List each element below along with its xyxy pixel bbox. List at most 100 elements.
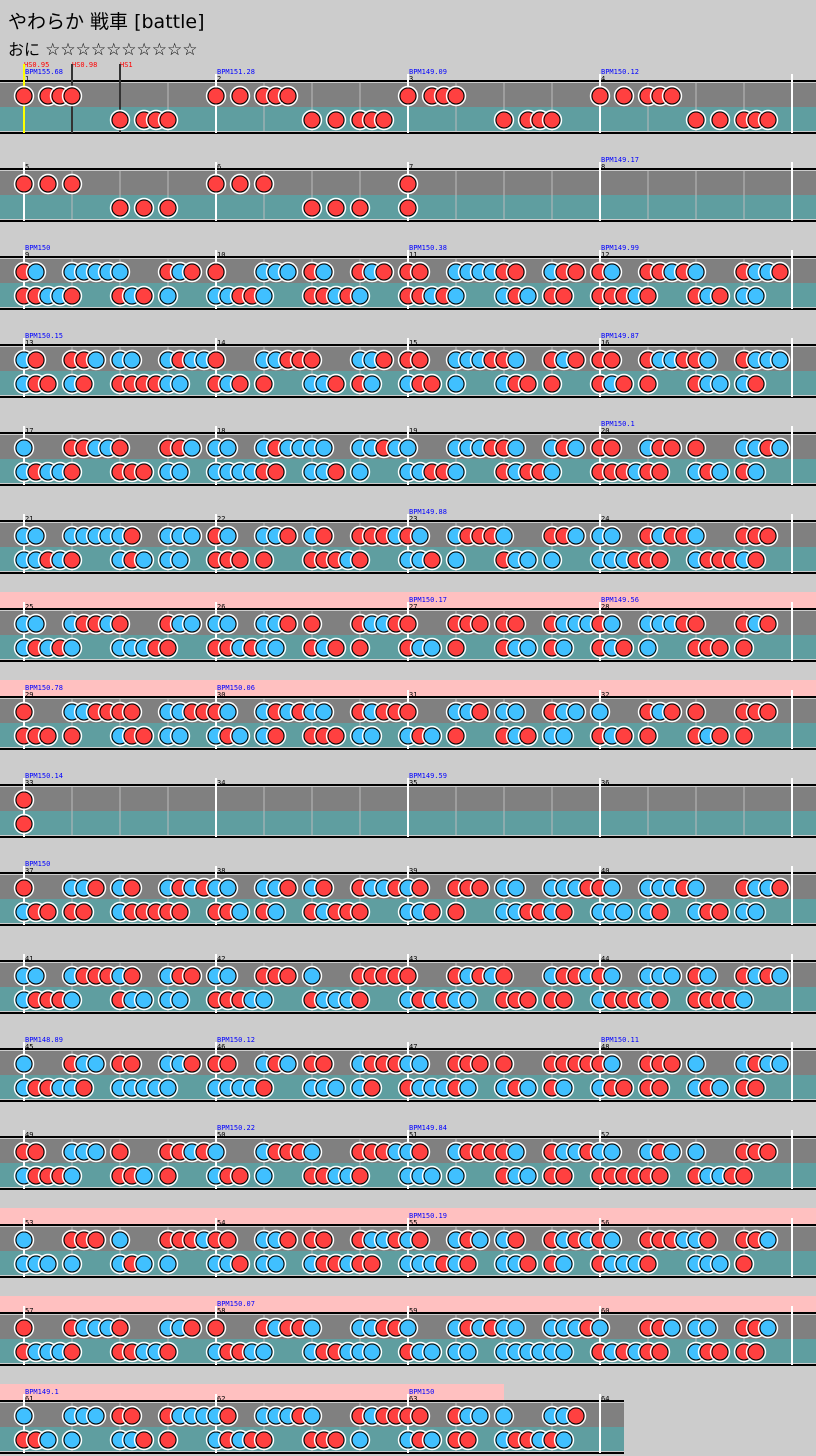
don-note bbox=[411, 879, 429, 897]
ka-note bbox=[351, 287, 369, 305]
don-note bbox=[663, 439, 681, 457]
ka-note bbox=[447, 551, 465, 569]
don-note bbox=[207, 351, 225, 369]
don-note-rim bbox=[61, 1341, 83, 1363]
don-note-rim bbox=[649, 901, 671, 923]
ka-note bbox=[231, 903, 249, 921]
gogo-band bbox=[0, 592, 816, 608]
ka-note bbox=[555, 1343, 573, 1361]
don-note bbox=[15, 1319, 33, 1337]
don-note-rim bbox=[637, 725, 659, 747]
ka-note bbox=[315, 263, 333, 281]
ka-note-rim bbox=[61, 1429, 83, 1451]
don-note bbox=[495, 967, 513, 985]
don-note bbox=[15, 791, 33, 809]
bpm-label: BPM151.28 bbox=[217, 68, 255, 76]
ka-note-rim bbox=[217, 525, 239, 547]
ka-note-rim bbox=[493, 525, 515, 547]
don-note-rim bbox=[205, 349, 227, 371]
ka-note bbox=[183, 527, 201, 545]
don-note bbox=[255, 375, 273, 393]
don-note-rim bbox=[301, 109, 323, 131]
ka-note-rim bbox=[517, 637, 539, 659]
ka-note bbox=[747, 463, 765, 481]
don-note-rim bbox=[637, 1253, 659, 1275]
don-note-rim bbox=[229, 173, 251, 195]
ka-note-rim bbox=[697, 1317, 719, 1339]
don-note bbox=[123, 879, 141, 897]
ka-note-rim bbox=[301, 1405, 323, 1427]
don-note-rim bbox=[553, 901, 575, 923]
ka-note-rim bbox=[325, 1077, 347, 1099]
ka-note-rim bbox=[685, 261, 707, 283]
bpm-label: BPM149.56 bbox=[601, 596, 639, 604]
don-note bbox=[603, 351, 621, 369]
don-note-rim bbox=[277, 85, 299, 107]
ka-note bbox=[519, 639, 537, 657]
ka-note-rim bbox=[253, 1341, 275, 1363]
ka-note-rim bbox=[469, 1229, 491, 1251]
ka-note-rim bbox=[601, 1229, 623, 1251]
ka-note bbox=[267, 1255, 285, 1273]
don-note bbox=[75, 375, 93, 393]
don-note-rim bbox=[169, 901, 191, 923]
ka-note-rim bbox=[469, 1405, 491, 1427]
don-note bbox=[639, 1255, 657, 1273]
ka-note-rim bbox=[409, 1053, 431, 1075]
don-note-rim bbox=[325, 725, 347, 747]
ka-note-rim bbox=[217, 965, 239, 987]
ka-note-rim bbox=[265, 637, 287, 659]
don-note-rim bbox=[709, 725, 731, 747]
ka-note bbox=[27, 263, 45, 281]
don-note bbox=[327, 639, 345, 657]
don-note-rim bbox=[313, 1053, 335, 1075]
measure-number: 14 bbox=[217, 339, 225, 347]
bpm-label: BPM149.17 bbox=[601, 156, 639, 164]
measure-number: 36 bbox=[601, 779, 609, 787]
don-note bbox=[279, 527, 297, 545]
don-note-rim bbox=[109, 613, 131, 635]
don-note bbox=[663, 87, 681, 105]
ka-note bbox=[363, 727, 381, 745]
don-note-rim bbox=[373, 109, 395, 131]
don-note bbox=[231, 1255, 249, 1273]
measure-number: 35 bbox=[409, 779, 417, 787]
ka-note-rim bbox=[13, 437, 35, 459]
don-note-rim bbox=[109, 109, 131, 131]
ka-note bbox=[15, 1055, 33, 1073]
ka-note bbox=[255, 991, 273, 1009]
measure-number: 63 bbox=[409, 1395, 417, 1403]
ka-note bbox=[171, 375, 189, 393]
bpm-label: BPM149.88 bbox=[409, 508, 447, 516]
ka-note-rim bbox=[169, 461, 191, 483]
don-note-rim bbox=[685, 701, 707, 723]
don-note-rim bbox=[373, 349, 395, 371]
ka-note bbox=[87, 1407, 105, 1425]
don-note-rim bbox=[397, 965, 419, 987]
don-note-rim bbox=[157, 1165, 179, 1187]
don-note bbox=[327, 375, 345, 393]
measure-number: 61 bbox=[25, 1395, 33, 1403]
ka-note bbox=[15, 1231, 33, 1249]
don-note-rim bbox=[649, 1341, 671, 1363]
ka-note bbox=[507, 879, 525, 897]
don-note-rim bbox=[661, 701, 683, 723]
ka-note bbox=[555, 1255, 573, 1273]
ka-note bbox=[231, 727, 249, 745]
ka-note-rim bbox=[349, 1429, 371, 1451]
don-note bbox=[555, 903, 573, 921]
don-note bbox=[567, 263, 585, 281]
ka-note-rim bbox=[685, 1141, 707, 1163]
measure-number: 26 bbox=[217, 603, 225, 611]
bpm-label: BPM149.99 bbox=[601, 244, 639, 252]
ka-note bbox=[603, 527, 621, 545]
ka-note bbox=[555, 1431, 573, 1449]
ka-note-rim bbox=[601, 1141, 623, 1163]
don-note-rim bbox=[553, 285, 575, 307]
don-note-rim bbox=[349, 1165, 371, 1187]
measure-number: 17 bbox=[25, 427, 33, 435]
don-note-rim bbox=[697, 1229, 719, 1251]
don-note-rim bbox=[565, 1405, 587, 1427]
don-note bbox=[399, 199, 417, 217]
ka-note bbox=[63, 639, 81, 657]
